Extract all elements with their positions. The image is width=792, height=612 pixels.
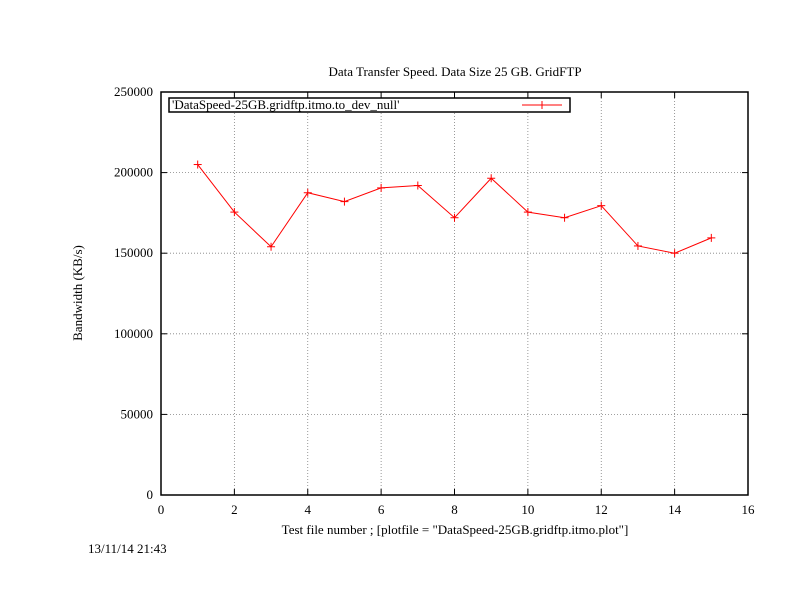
data-point [487,174,496,183]
data-point [340,197,349,206]
x-tick-label: 10 [521,502,534,517]
x-tick-label: 12 [595,502,608,517]
data-point [450,213,459,222]
y-axis-label: Bandwidth (KB/s) [70,245,85,341]
chart-title: Data Transfer Speed. Data Size 25 GB. Gr… [328,64,581,79]
data-point [193,160,202,169]
grid-lines [161,92,748,495]
x-tick-label: 2 [231,502,238,517]
y-tick-label: 100000 [114,326,153,341]
x-axis-label: Test file number ; [plotfile = "DataSpee… [282,522,629,537]
data-point [597,201,606,210]
x-tick-label: 4 [305,502,312,517]
tick-labels: 0 2 4 6 8 10 12 14 16 0 50000 100000 150000 200000 250… [114,84,755,517]
x-tick-label: 14 [668,502,682,517]
y-tick-label: 250000 [114,84,153,99]
y-tick-label: 50000 [121,406,154,421]
data-point [560,213,569,222]
axes [160,91,749,496]
x-tick-label: 8 [451,502,458,517]
data-point [523,208,532,217]
legend: 'DataSpeed-25GB.gridftp.itmo.to_dev_null… [168,97,571,113]
plot-border [160,91,749,496]
y-tick-label: 200000 [114,165,153,180]
y-tick-label: 150000 [114,245,153,260]
timestamp: 13/11/14 21:43 [88,541,167,556]
data-point [707,233,716,242]
y-tick-label: 0 [147,487,154,502]
data-point [230,208,239,217]
legend-box [168,97,571,113]
data-point [670,249,679,258]
data-point [267,242,276,251]
data-point [303,188,312,197]
x-tick-label: 0 [158,502,165,517]
data-point [377,183,386,192]
series-group [193,160,716,258]
x-tick-label: 6 [378,502,385,517]
data-point [413,181,422,190]
x-tick-label: 16 [742,502,756,517]
data-point [633,241,642,250]
legend-label: 'DataSpeed-25GB.gridftp.itmo.to_dev_null… [172,97,399,112]
